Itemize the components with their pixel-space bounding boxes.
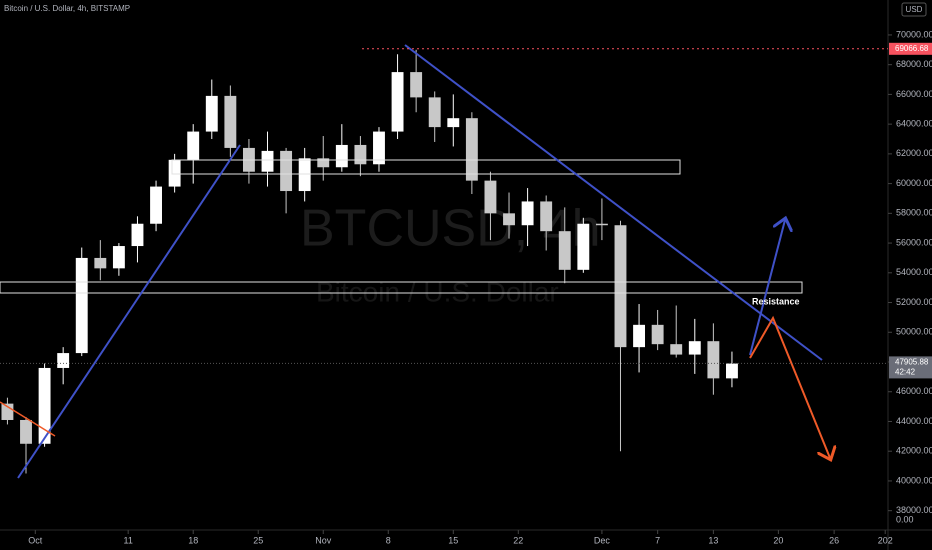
candle-body [633,324,646,348]
candle-body [75,257,88,354]
candle-body [317,158,330,168]
x-tick-label: 202 [878,535,893,545]
candle-body [465,118,478,181]
candle-body [354,144,367,165]
candle-body [503,213,515,226]
x-tick-label: 8 [386,535,391,545]
candle-body [484,180,497,214]
x-tick-label: 26 [829,535,839,545]
y-tick-label: 42000.00 [896,446,932,456]
candle-body [298,158,311,192]
x-tick-label: 7 [655,535,660,545]
y-tick-label: 66000.00 [896,89,932,99]
candle-body [38,367,51,444]
candle-body [1,403,14,420]
candle-body [205,95,218,132]
y-tick-label: 56000.00 [896,237,932,247]
candle-body [131,223,144,247]
candle-body [168,159,181,187]
candle-body [595,223,608,226]
candle-body [224,95,237,148]
candle-body [410,72,423,98]
candle-body [707,341,720,379]
currency: USD [906,5,923,14]
trend-line [17,144,241,479]
candle-body [112,246,125,269]
candle-body [447,118,460,128]
candle-body [614,225,627,348]
price-label: 69066.68 [895,44,929,53]
price-label-box [889,42,932,55]
zone [171,159,681,175]
y-tick-label: 46000.00 [896,386,932,396]
y-tick-label: 38000.00 [896,505,932,515]
x-tick-label: Nov [315,535,332,545]
candle-body [577,223,590,270]
candle-body [558,231,571,270]
y-tick-label: 68000.00 [896,59,932,69]
y-tick-label: 62000.00 [896,148,932,158]
chart-title: Bitcoin / U.S. Dollar, 4h, BITSTAMP [4,4,130,13]
y-tick-label: 64000.00 [896,119,932,129]
candle-body [150,186,162,224]
candle-body [428,97,441,128]
candle-body [335,144,348,168]
trend-line [404,44,823,361]
x-tick-label: 20 [773,535,783,545]
candle-body [540,201,553,232]
candle-body [726,363,738,379]
candle-body [651,324,664,345]
drawings: Resistance [0,44,830,479]
price-label: 47905.88 [895,358,929,367]
candle-body [261,150,274,172]
x-tick-label: 11 [124,535,133,545]
x-tick-label: 18 [188,535,198,545]
arrow [749,315,830,458]
x-tick-label: Oct [28,535,43,545]
zone [0,281,803,294]
y-tick-label: 0.00 [896,514,914,524]
candle-body [57,353,70,368]
candle-body [20,419,32,444]
candle-body [688,341,701,355]
candle-body [94,257,107,269]
candle-body [521,201,534,226]
x-tick-label: 15 [448,535,458,545]
y-tick-label: 40000.00 [896,475,932,485]
arrow [749,220,785,356]
y-tick-label: 60000.00 [896,178,932,188]
y-tick-label: 50000.00 [896,327,932,337]
annotation: Resistance [752,296,800,306]
price-label-box [889,356,932,379]
candle-body [391,72,404,132]
x-tick-label: 22 [513,535,523,545]
y-tick-label: 54000.00 [896,267,932,277]
y-tick-label: 70000.00 [896,29,932,39]
plot-area [1,49,738,474]
candle-body [187,131,200,160]
candle-body [373,131,385,165]
y-tick-label: 52000.00 [896,297,932,307]
x-tick-label: 25 [253,535,263,545]
watermark: BTCUSD, 4h [300,200,601,258]
candle-body [280,150,293,192]
watermark-subtitle: Bitcoin / U.S. Dollar [316,276,559,307]
currency-box [901,2,927,17]
y-tick-label: 44000.00 [896,416,932,426]
y-tick-label: 58000.00 [896,208,932,218]
x-tick-label: 13 [708,535,718,545]
candle-body [670,344,683,355]
trend-line [0,401,56,437]
countdown: 42:42 [895,368,916,377]
x-tick-label: Dec [594,535,611,545]
